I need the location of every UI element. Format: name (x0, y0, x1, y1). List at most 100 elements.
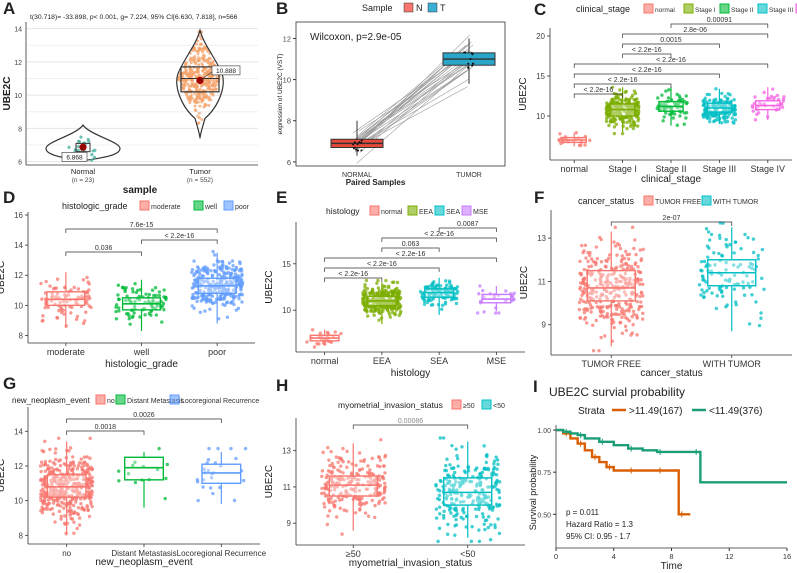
data-point (635, 333, 639, 337)
data-point (702, 291, 706, 295)
data-point (222, 274, 226, 278)
data-point (720, 91, 724, 96)
data-point (76, 464, 81, 468)
data-point (154, 313, 159, 317)
data-point (357, 508, 362, 512)
data-point (627, 309, 631, 313)
data-point (345, 491, 349, 496)
data-point (114, 309, 118, 314)
data-point (461, 499, 466, 504)
y-tick-label: 10 (14, 497, 23, 506)
data-point (232, 498, 237, 503)
data-point (59, 500, 64, 505)
data-point (49, 481, 54, 485)
data-point (617, 279, 622, 284)
data-point (444, 468, 449, 473)
data-point (746, 236, 750, 240)
legend-label: Distant Metastasis (127, 398, 185, 405)
data-point (369, 480, 373, 484)
data-point (48, 284, 52, 288)
data-point (512, 291, 516, 295)
data-point (721, 294, 725, 298)
data-point (618, 246, 623, 251)
data-point (733, 113, 737, 117)
data-point (664, 111, 668, 115)
data-point (88, 296, 92, 301)
data-point (605, 311, 609, 316)
data-point (74, 477, 78, 481)
data-point (236, 306, 241, 311)
data-point (437, 526, 442, 531)
data-point (388, 315, 393, 319)
x-tick-label: 8 (669, 552, 673, 561)
data-point (438, 512, 442, 516)
data-point (708, 98, 712, 103)
panel-letter: A (3, 0, 15, 18)
data-point (127, 314, 131, 318)
data-point (326, 446, 330, 450)
data-point (734, 303, 738, 307)
data-point (432, 280, 436, 284)
data-point (211, 82, 215, 86)
data-point (57, 308, 61, 313)
data-point (615, 95, 619, 99)
data-point (157, 446, 161, 451)
data-point (201, 278, 205, 282)
panel-I: I UBE2C survial probability Strata >11.49(1… (528, 377, 791, 572)
data-point (699, 259, 704, 264)
data-point (210, 294, 215, 298)
data-point (613, 244, 618, 248)
data-point (736, 282, 741, 286)
data-point (579, 273, 583, 277)
data-point (195, 42, 199, 46)
data-point (53, 493, 57, 498)
data-point (86, 508, 90, 513)
data-point (661, 119, 665, 123)
significance-bracket (438, 227, 497, 232)
data-point (364, 278, 369, 283)
data-point (81, 278, 86, 282)
significance-bracket (381, 237, 497, 242)
data-point (366, 314, 370, 318)
data-point (422, 297, 426, 302)
data-point (481, 492, 485, 496)
data-point (330, 480, 335, 485)
data-point (601, 283, 605, 288)
data-point (368, 292, 372, 296)
data-point (454, 506, 458, 510)
data-point (448, 463, 452, 467)
data-point (724, 285, 729, 290)
data-point (342, 478, 346, 482)
data-point (674, 102, 679, 107)
data-point (617, 305, 622, 309)
x-tick-label: Distant Metastasis (111, 549, 176, 558)
data-point (227, 261, 232, 265)
data-point (444, 279, 448, 283)
x-axis-title: sample (123, 185, 158, 196)
data-point (117, 469, 121, 473)
data-point (577, 300, 582, 305)
data-point (719, 273, 724, 277)
data-point (598, 282, 603, 286)
data-point (196, 498, 200, 503)
plot-frame (295, 21, 506, 167)
data-point (87, 476, 92, 480)
data-point (699, 293, 703, 297)
data-point (212, 253, 217, 257)
data-point (157, 290, 162, 294)
data-point (471, 64, 474, 67)
data-point (198, 97, 202, 101)
p-value-label: 0.0087 (457, 221, 479, 228)
y-tick-label: 11 (538, 277, 547, 286)
data-point (756, 257, 760, 261)
data-point (759, 316, 763, 320)
data-point (780, 105, 785, 110)
data-point (46, 498, 51, 502)
data-point (723, 94, 727, 99)
data-point (626, 257, 631, 261)
data-point (615, 277, 619, 281)
data-point (83, 319, 87, 323)
data-point (468, 479, 472, 484)
data-point (594, 290, 599, 294)
data-point (79, 294, 84, 298)
